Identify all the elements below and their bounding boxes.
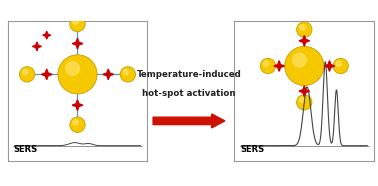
Circle shape [70, 117, 85, 132]
Polygon shape [299, 86, 310, 97]
Polygon shape [72, 100, 83, 110]
Circle shape [19, 67, 35, 82]
Polygon shape [72, 38, 83, 49]
Circle shape [263, 61, 269, 66]
Polygon shape [33, 42, 42, 51]
Text: SERS: SERS [13, 145, 37, 154]
Circle shape [293, 53, 306, 67]
Circle shape [73, 19, 78, 24]
Circle shape [23, 69, 28, 75]
Polygon shape [42, 69, 52, 80]
Circle shape [260, 58, 276, 74]
Text: Temperature-induced: Temperature-induced [136, 70, 242, 79]
FancyArrow shape [153, 114, 225, 128]
Circle shape [297, 95, 312, 110]
Text: hot-spot activation: hot-spot activation [142, 89, 236, 97]
Circle shape [120, 67, 136, 82]
Circle shape [73, 120, 78, 125]
Circle shape [58, 55, 97, 94]
Polygon shape [43, 31, 51, 39]
Circle shape [123, 69, 129, 75]
Text: SERS: SERS [240, 145, 264, 154]
Circle shape [285, 46, 324, 86]
Polygon shape [299, 36, 310, 46]
Circle shape [300, 97, 305, 103]
Circle shape [300, 25, 305, 30]
Circle shape [297, 22, 312, 37]
Circle shape [66, 62, 79, 75]
Polygon shape [324, 61, 335, 71]
Polygon shape [103, 69, 113, 80]
Circle shape [336, 61, 341, 66]
Circle shape [70, 16, 85, 32]
Circle shape [333, 58, 349, 74]
Polygon shape [274, 61, 284, 71]
